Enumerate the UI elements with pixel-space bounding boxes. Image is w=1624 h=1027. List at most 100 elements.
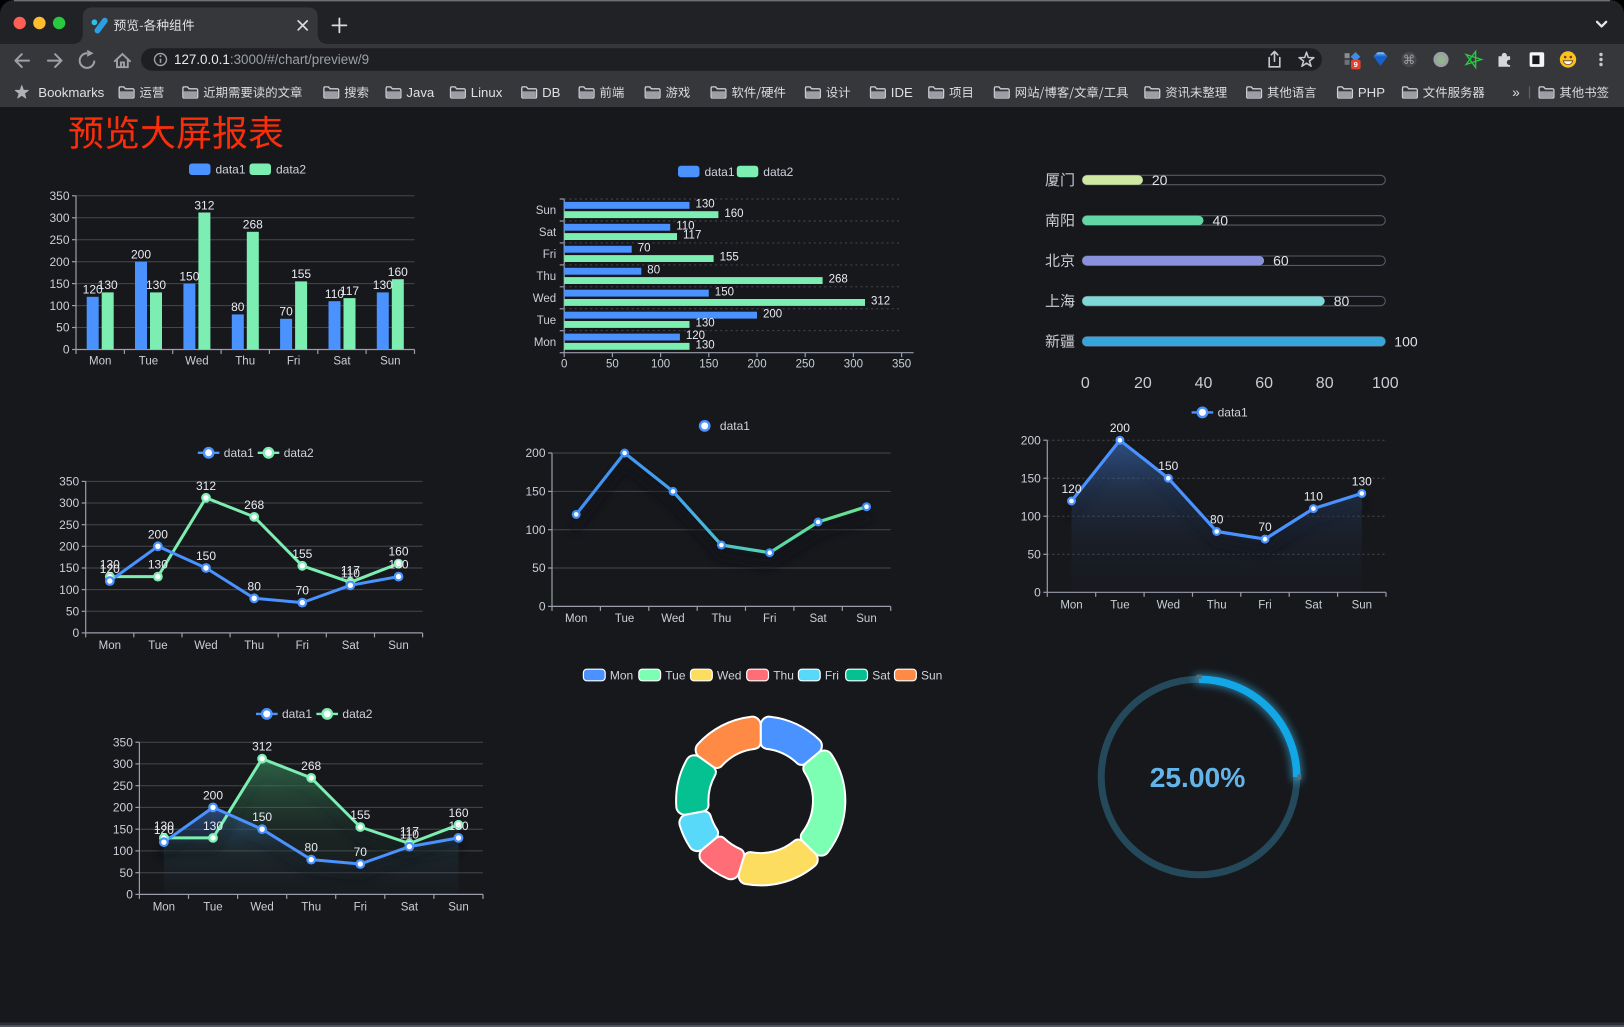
svg-text:350: 350 xyxy=(892,358,911,370)
svg-text:⌘: ⌘ xyxy=(1403,53,1416,67)
svg-text:Thu: Thu xyxy=(536,271,556,283)
svg-text:50: 50 xyxy=(120,866,134,880)
svg-text:150: 150 xyxy=(252,810,272,824)
svg-text:Tue: Tue xyxy=(615,613,634,625)
svg-text:Wed: Wed xyxy=(250,902,273,914)
svg-text:130: 130 xyxy=(203,819,223,833)
svg-text:data1: data1 xyxy=(1218,406,1248,420)
svg-text:Fri: Fri xyxy=(354,902,367,914)
svg-text:80: 80 xyxy=(231,300,245,314)
svg-text:50: 50 xyxy=(1027,548,1041,562)
svg-text:300: 300 xyxy=(113,757,133,771)
svg-text:Wed: Wed xyxy=(194,640,217,652)
svg-text:130: 130 xyxy=(148,558,168,572)
svg-text:Sun: Sun xyxy=(1352,600,1372,612)
svg-text:117: 117 xyxy=(341,563,360,577)
svg-text:Sat: Sat xyxy=(333,355,351,367)
svg-text:Sun: Sun xyxy=(856,613,876,625)
svg-text:Thu: Thu xyxy=(301,902,321,914)
svg-text:350: 350 xyxy=(113,735,133,749)
svg-text:130: 130 xyxy=(696,340,715,352)
svg-text:250: 250 xyxy=(796,358,815,370)
svg-text:80: 80 xyxy=(1210,513,1224,527)
svg-text:Sat: Sat xyxy=(539,227,557,239)
svg-text:130: 130 xyxy=(98,278,118,292)
svg-text:Fri: Fri xyxy=(763,613,776,625)
svg-text:80: 80 xyxy=(647,264,660,276)
svg-text:70: 70 xyxy=(1258,520,1272,534)
svg-text:Sat: Sat xyxy=(809,613,827,625)
svg-text:150: 150 xyxy=(1021,471,1041,485)
svg-text:80: 80 xyxy=(1316,375,1334,392)
svg-text:data2: data2 xyxy=(342,707,372,721)
svg-text:150: 150 xyxy=(1158,459,1178,473)
svg-text:Wed: Wed xyxy=(661,613,684,625)
svg-text:127.0.0.1:3000/#/chart/preview: 127.0.0.1:3000/#/chart/preview/9 xyxy=(174,52,369,67)
svg-text:Mon: Mon xyxy=(1060,600,1082,612)
svg-text:120: 120 xyxy=(83,283,103,297)
svg-text:Sat: Sat xyxy=(342,640,360,652)
svg-text:312: 312 xyxy=(871,296,890,308)
svg-text:Java: Java xyxy=(406,85,435,100)
svg-text:130: 130 xyxy=(154,819,174,833)
svg-text:DB: DB xyxy=(542,85,561,100)
svg-text:110: 110 xyxy=(400,828,419,842)
svg-text:200: 200 xyxy=(49,255,69,269)
svg-text:300: 300 xyxy=(844,358,863,370)
svg-text:100: 100 xyxy=(49,299,69,313)
svg-text:350: 350 xyxy=(59,475,79,489)
svg-text:Thu: Thu xyxy=(1207,600,1227,612)
svg-text:80: 80 xyxy=(1334,293,1350,309)
svg-text:70: 70 xyxy=(296,584,310,598)
svg-text:120: 120 xyxy=(1061,482,1081,496)
svg-text:Sun: Sun xyxy=(448,902,468,914)
svg-text:200: 200 xyxy=(148,527,168,541)
svg-text:150: 150 xyxy=(715,286,734,298)
svg-text:IDE: IDE xyxy=(891,85,913,100)
svg-text:Tue: Tue xyxy=(139,355,158,367)
svg-text:100: 100 xyxy=(1372,375,1399,392)
svg-text:350: 350 xyxy=(49,189,69,203)
svg-text:130: 130 xyxy=(448,819,468,833)
svg-text:50: 50 xyxy=(532,561,546,575)
svg-text:Sun: Sun xyxy=(536,205,556,217)
svg-text:data1: data1 xyxy=(224,446,254,460)
svg-text:200: 200 xyxy=(1021,433,1041,447)
svg-text:Mon: Mon xyxy=(89,355,111,367)
svg-text:150: 150 xyxy=(699,358,718,370)
svg-text:Tue: Tue xyxy=(148,640,167,652)
svg-text:0: 0 xyxy=(1034,586,1041,600)
svg-text:data1: data1 xyxy=(705,165,735,179)
svg-text:117: 117 xyxy=(340,284,359,298)
svg-text:300: 300 xyxy=(59,496,79,510)
svg-text:data1: data1 xyxy=(720,419,750,433)
svg-text:250: 250 xyxy=(113,779,133,793)
svg-text:117: 117 xyxy=(683,230,701,242)
svg-text:Fri: Fri xyxy=(1258,600,1271,612)
svg-text:Mon: Mon xyxy=(534,337,556,349)
svg-text:200: 200 xyxy=(203,788,223,802)
svg-text:200: 200 xyxy=(59,540,79,554)
svg-text:Wed: Wed xyxy=(533,293,556,305)
svg-text:160: 160 xyxy=(448,806,468,820)
svg-text:130: 130 xyxy=(696,199,715,211)
svg-text:312: 312 xyxy=(194,198,214,212)
svg-text:100: 100 xyxy=(651,358,670,370)
svg-text:268: 268 xyxy=(301,759,321,773)
svg-text:40: 40 xyxy=(1213,212,1229,228)
svg-text:50: 50 xyxy=(66,605,80,619)
svg-text:Wed: Wed xyxy=(185,355,208,367)
svg-text:120: 120 xyxy=(686,330,705,342)
svg-text:200: 200 xyxy=(763,308,782,320)
svg-text:Sun: Sun xyxy=(380,355,400,367)
svg-text:150: 150 xyxy=(113,822,133,836)
svg-text:Mon: Mon xyxy=(565,613,587,625)
svg-text:80: 80 xyxy=(248,579,262,593)
svg-text:60: 60 xyxy=(1255,375,1273,392)
svg-text:20: 20 xyxy=(1152,172,1168,188)
svg-text:80: 80 xyxy=(305,841,319,855)
svg-text:Tue: Tue xyxy=(203,902,222,914)
svg-text:Linux: Linux xyxy=(471,85,503,100)
svg-text:Fri: Fri xyxy=(825,668,839,682)
svg-text:100: 100 xyxy=(525,523,545,537)
